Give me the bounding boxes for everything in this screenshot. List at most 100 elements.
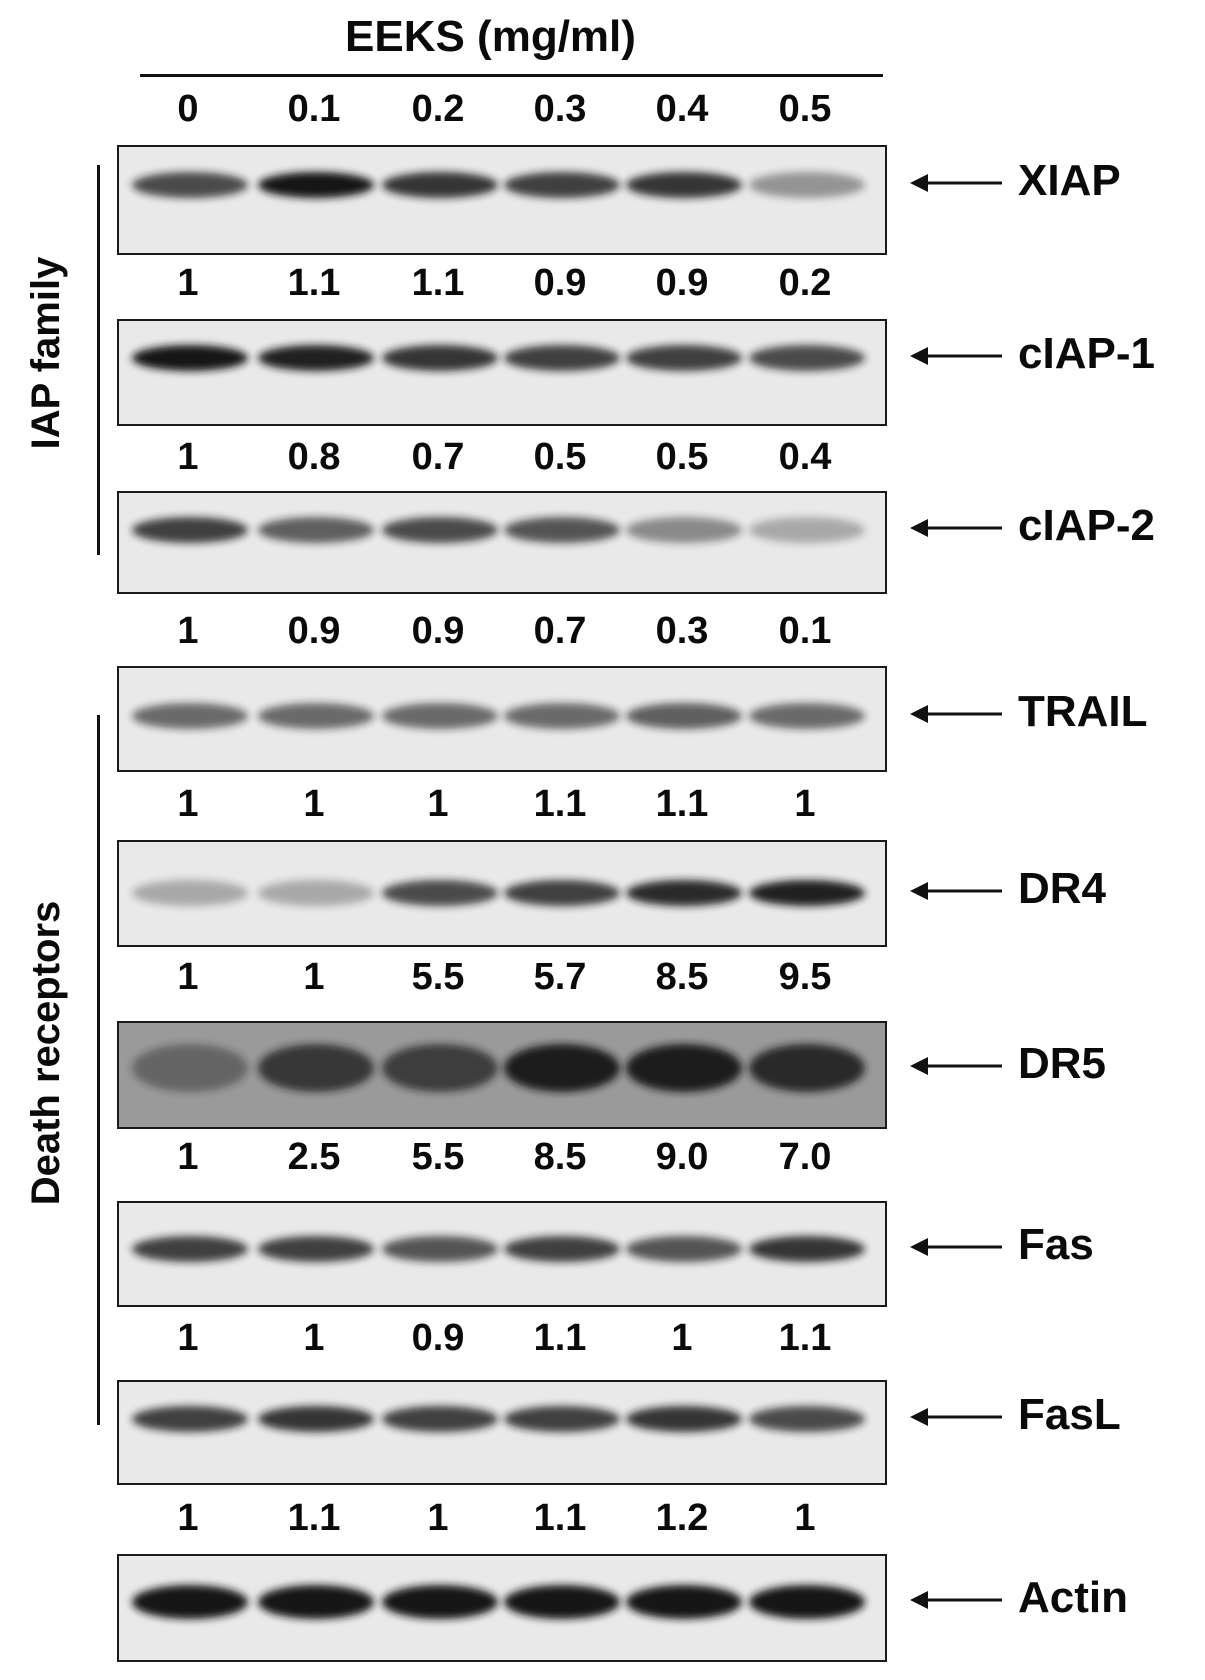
dr5-ratio-value: 1: [177, 1136, 199, 1178]
xiap-band-lane-1: [132, 172, 248, 198]
dr5-ratio-value: 7.0: [778, 1136, 832, 1178]
dr5-bands: [119, 1023, 885, 1127]
left-arrow-icon: [910, 347, 1002, 365]
trail-ratio-value: 1: [303, 783, 325, 825]
actin-band-lane-5: [626, 1585, 742, 1619]
trail-blot-panel: [117, 666, 887, 772]
dr4-ratio-value: 8.5: [655, 956, 709, 998]
iap-family-label: IAP family: [24, 256, 68, 450]
ciap-1-band-lane-4: [504, 345, 620, 371]
ciap-1-band-lane-5: [626, 345, 742, 371]
dr5-ratio-value: 2.5: [287, 1136, 341, 1178]
trail-ratio-value: 1.1: [655, 783, 709, 825]
dr4-blot-panel: [117, 840, 887, 947]
xiap-band-lane-2: [258, 172, 374, 198]
dr4-band-lane-1: [132, 880, 248, 906]
ciap-2-ratio-value: 0.9: [287, 610, 341, 652]
fasl-band-lane-5: [626, 1406, 742, 1432]
fas-ratio-value: 1.1: [533, 1317, 587, 1359]
fas-band-lane-5: [626, 1236, 742, 1262]
ciap-2-band-lane-4: [504, 517, 620, 543]
ciap-2-bands: [132, 517, 865, 543]
fasl-label: FasL: [1018, 1390, 1121, 1439]
ciap-2-ratio-value: 0.7: [533, 610, 587, 652]
left-arrow-icon: [910, 1238, 1002, 1256]
trail-band-lane-6: [749, 703, 865, 729]
fas-band-lane-6: [749, 1236, 865, 1262]
actin-label: Actin: [1018, 1573, 1128, 1622]
dr5-ratio-value: 9.0: [655, 1136, 709, 1178]
left-arrow-icon: [910, 882, 1002, 900]
xiap-ratio-value: 1: [177, 262, 199, 304]
trail-band-lane-3: [382, 703, 498, 729]
ciap-1-ratio-value: 0.5: [533, 436, 587, 478]
fasl-ratio-value: 1: [794, 1497, 816, 1539]
fasl-band-lane-1: [132, 1406, 248, 1432]
ciap-2-band-lane-2: [258, 517, 374, 543]
left-arrow-icon: [910, 705, 1002, 723]
concentration-row: 0 0.1 0.2 0.3 0.4 0.5: [0, 88, 1205, 142]
fas-ratio-value: 1: [303, 1317, 325, 1359]
ciap-1-ratio-value: 1: [177, 436, 199, 478]
fas-band-lane-2: [258, 1236, 374, 1262]
ciap-1-ratio-value: 0.8: [287, 436, 341, 478]
title-underline: [140, 74, 883, 77]
xiap-band-lane-5: [626, 172, 742, 198]
ciap-1-band-lane-6: [749, 345, 865, 371]
fasl-blot-panel: [117, 1380, 887, 1485]
dr5-band-lane-4: [504, 1044, 620, 1092]
dr5-ratio-value: 5.5: [411, 1136, 465, 1178]
fasl-ratio-value: 1.2: [655, 1497, 709, 1539]
actin-band-lane-6: [749, 1585, 865, 1619]
concentration-label: 0: [177, 88, 199, 130]
ciap-1-band-lane-2: [258, 345, 374, 371]
fas-ratio-value: 1: [177, 1317, 199, 1359]
ciap-2-ratio-value: 0.1: [778, 610, 832, 652]
left-arrow-icon: [910, 174, 1002, 192]
dr4-band-lane-5: [626, 880, 742, 906]
fasl-ratio-value: 1: [177, 1497, 199, 1539]
fasl-ratio-value: 1: [427, 1497, 449, 1539]
actin-band-lane-2: [258, 1585, 374, 1619]
trail-ratio-value: 1: [177, 783, 199, 825]
ciap-2-label: cIAP-2: [1018, 501, 1155, 550]
fasl-band-lane-6: [749, 1406, 865, 1432]
dr4-ratio-value: 9.5: [778, 956, 832, 998]
concentration-label: 0.1: [287, 88, 341, 130]
concentration-label: 0.2: [411, 88, 465, 130]
trail-band-lane-1: [132, 703, 248, 729]
dr5-band-lane-5: [626, 1044, 742, 1092]
ciap-2-ratio-value: 0.3: [655, 610, 709, 652]
ciap-2-band-lane-1: [132, 517, 248, 543]
dr5-label: DR5: [1018, 1039, 1107, 1088]
ciap-1-blot-panel: [117, 319, 887, 426]
ciap-2-ratio-value: 0.9: [411, 610, 465, 652]
trail-band-lane-4: [504, 703, 620, 729]
dr4-band-lane-2: [258, 880, 374, 906]
xiap-label: XIAP: [1018, 156, 1121, 205]
xiap-bands: [132, 172, 865, 198]
fasl-ratio-value: 1.1: [533, 1497, 587, 1539]
fas-blot-panel: [117, 1201, 887, 1307]
trail-label: TRAIL: [1018, 687, 1148, 736]
dr4-bands: [132, 880, 865, 906]
death-receptors-bracket: [97, 715, 100, 1425]
ciap-1-band-lane-3: [382, 345, 498, 371]
figure-title: EEKS (mg/ml): [345, 12, 636, 61]
xiap-band-lane-4: [504, 172, 620, 198]
dr5-band-lane-2: [258, 1044, 374, 1092]
dr4-band-lane-6: [749, 880, 865, 906]
ciap-2-ratio-value: 1: [177, 610, 199, 652]
xiap-blot-panel: [117, 145, 887, 255]
dr4-ratio-value: 1: [303, 956, 325, 998]
xiap-ratio-value: 0.2: [778, 262, 832, 304]
xiap-ratio-value: 1.1: [287, 262, 341, 304]
xiap-ratio-value: 1.1: [411, 262, 465, 304]
actin-band-lane-4: [504, 1585, 620, 1619]
dr4-ratio-value: 1: [177, 956, 199, 998]
trail-band-lane-5: [626, 703, 742, 729]
xiap-band-lane-6: [749, 172, 865, 198]
fas-ratio-value: 0.9: [411, 1317, 465, 1359]
concentration-label: 0.5: [778, 88, 832, 130]
ciap-1-label: cIAP-1: [1018, 329, 1155, 378]
